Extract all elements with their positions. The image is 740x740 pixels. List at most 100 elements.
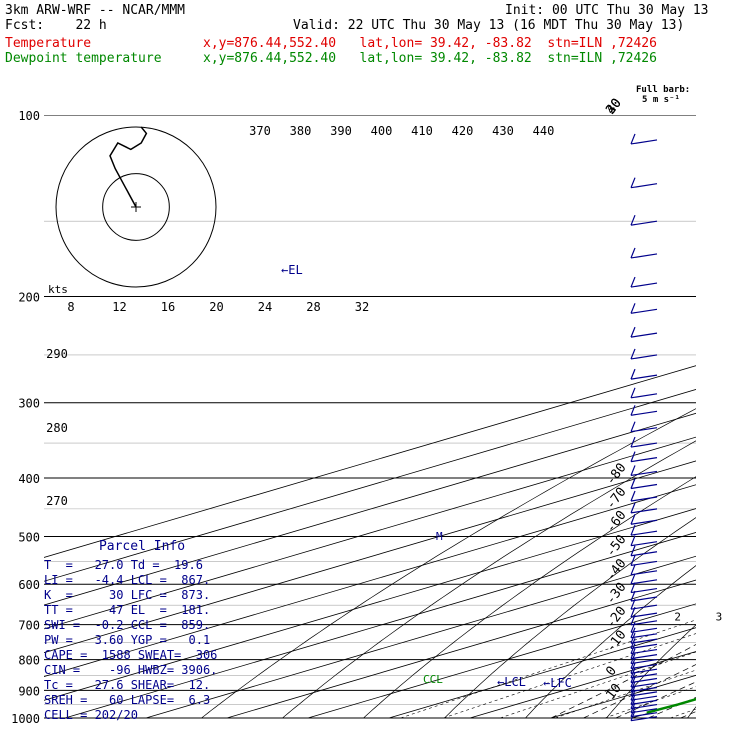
- isotherm-label--10: -10: [603, 628, 629, 656]
- wind-barb-flag: [630, 681, 636, 692]
- isotherm--50: [64, 531, 696, 719]
- wind-barb-flag: [630, 672, 636, 683]
- grid-lines: [44, 115, 696, 719]
- parcel-row-5: PW = 3.60 YGP = 0.1: [44, 633, 211, 647]
- wind-barb-flag: [630, 648, 636, 659]
- theta-label-400: 400: [371, 124, 393, 138]
- wind-barb: [630, 622, 658, 633]
- wind-barb: [630, 564, 658, 576]
- wind-barb: [630, 465, 658, 477]
- wind-barb-flag: [630, 214, 636, 226]
- wind-barbs: [630, 133, 658, 722]
- isotherm--60: [44, 508, 696, 701]
- wind-barb-flag: [630, 710, 636, 721]
- wind-barb-flag: [630, 524, 636, 536]
- parcel-row-7: CIN = -96 HWBZ= 3906.: [44, 663, 218, 677]
- ccl-marker: CCL: [423, 673, 443, 686]
- wind-barb-shaft: [630, 374, 658, 380]
- wind-barb-shaft: [630, 668, 658, 674]
- wind-barb-shaft: [630, 712, 658, 718]
- wind-barb-shaft: [630, 620, 658, 626]
- isotherm--120: [44, 365, 696, 558]
- wind-barb-flag: [630, 133, 636, 145]
- wind-barb-flag: [630, 698, 636, 709]
- hodograph-speed-8: 8: [67, 300, 74, 314]
- wind-barb: [630, 662, 658, 674]
- isotherm--40: [145, 555, 696, 719]
- wind-barb-shaft: [630, 508, 658, 514]
- theta-label-410: 410: [411, 124, 433, 138]
- isotherm-label-10: 10: [603, 681, 624, 703]
- wind-barb: [630, 627, 658, 639]
- wind-barb-flag: [630, 627, 636, 639]
- theta-left-label-270: 270: [46, 494, 68, 508]
- pressure-label-600: 600: [18, 578, 40, 592]
- wind-barb-shaft: [630, 658, 658, 665]
- dry-adiabat-290: [606, 624, 696, 719]
- wind-barb-flag: [630, 368, 636, 380]
- pressure-label-300: 300: [18, 397, 40, 411]
- pressure-label-800: 800: [18, 654, 40, 668]
- isotherm--80: [44, 460, 696, 654]
- theta-label-430: 430: [492, 124, 514, 138]
- wind-barb: [630, 632, 658, 644]
- wind-barb-shaft: [630, 410, 658, 416]
- wind-barb: [630, 590, 658, 602]
- wind-barb: [630, 303, 658, 314]
- wind-barb-shaft: [630, 519, 658, 525]
- wind-barb-flag: [630, 555, 636, 566]
- wind-barb-shaft: [630, 393, 658, 399]
- wind-barb-shaft: [630, 541, 658, 547]
- mixing-ratio-label-2: 2: [674, 611, 681, 624]
- wind-barb-shaft: [630, 604, 658, 610]
- lfc-marker: ←LFC: [543, 676, 572, 690]
- theta-left-label-280: 280: [46, 421, 68, 435]
- wind-barb-flag: [630, 582, 636, 593]
- wind-barb: [630, 133, 658, 145]
- wind-barb-flag: [630, 685, 636, 697]
- init-time: Init: 00 UTC Thu 30 May 13: [505, 3, 709, 18]
- wind-barb-shaft: [630, 253, 658, 259]
- parcel-info-panel: Parcel Info T = 27.0 Td = 19.6 LI = -4.4…: [44, 538, 240, 738]
- theta-label-370: 370: [249, 124, 271, 138]
- wind-barb: [630, 698, 658, 710]
- wind-barb-shaft: [630, 612, 658, 618]
- wind-barb-shaft: [630, 139, 658, 145]
- hodograph-speed-28: 28: [306, 300, 320, 314]
- wind-barb: [630, 648, 658, 660]
- wind-barb-flag: [630, 421, 636, 432]
- dry-adiabat-280: [525, 565, 696, 719]
- wind-barb: [630, 502, 658, 514]
- wind-barb-shaft: [630, 496, 658, 502]
- wind-barb-flag: [630, 667, 636, 679]
- valid-time: Valid: 22 UTC Thu 30 May 13 (16 MDT Thu …: [293, 18, 685, 33]
- dewpoint-legend-location: x,y=876.44,552.40 lat,lon= 39.42, -83.82…: [203, 51, 657, 66]
- pressure-label-100: 100: [18, 109, 40, 123]
- wind-barb-shaft: [630, 596, 658, 602]
- dry-adiabat-240: [201, 408, 696, 719]
- hodograph-trace: [109, 126, 148, 208]
- wind-barb-flag: [630, 436, 636, 448]
- wind-barb-shaft: [630, 708, 658, 714]
- wind-barb: [630, 555, 658, 567]
- wind-barb-shaft: [630, 703, 658, 710]
- mixing-ratio-5: [500, 651, 696, 719]
- wind-barb-flag: [630, 706, 636, 717]
- wind-barb-shaft: [630, 654, 658, 660]
- wind-barb-shaft: [630, 551, 658, 557]
- wind-barb-flag: [630, 564, 636, 576]
- pressure-label-400: 400: [18, 472, 40, 486]
- wind-barb: [630, 524, 658, 536]
- wind-barb-flag: [630, 451, 636, 462]
- dry-adiabat-250: [282, 440, 696, 719]
- isotherm-label--20: -20: [603, 604, 629, 632]
- pressure-label-1000: 1000: [11, 712, 40, 726]
- wind-barb: [630, 694, 658, 705]
- wind-barb: [630, 436, 658, 448]
- isotherm--110: [44, 389, 696, 582]
- dewpoint-legend-label: Dewpoint temperature: [5, 51, 162, 66]
- wind-barb-shaft: [630, 332, 658, 338]
- wind-barb-flag: [630, 177, 636, 188]
- wind-barb-flag: [630, 387, 636, 399]
- pressure-label-900: 900: [18, 684, 40, 698]
